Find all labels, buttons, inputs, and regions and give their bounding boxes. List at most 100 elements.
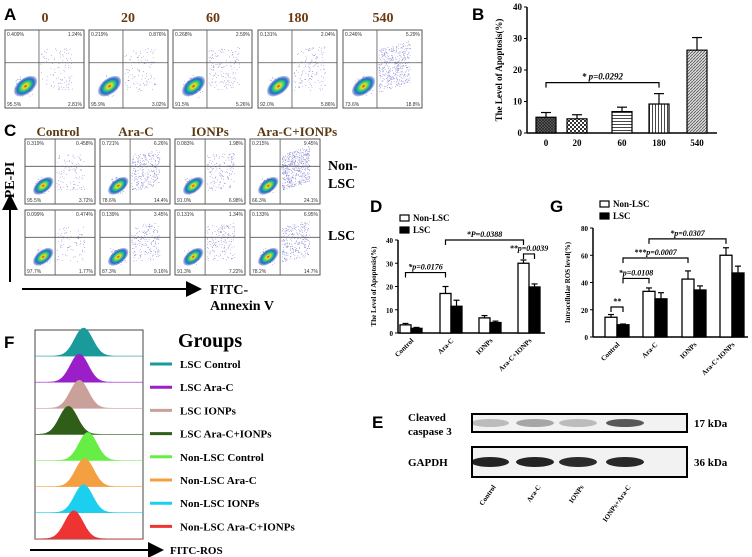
- y-tick-label: 40: [386, 237, 394, 245]
- row-label-non-lsc: Non-: [328, 159, 358, 174]
- significance-label: * p=0.0292: [582, 72, 624, 82]
- bar-lsc: [410, 327, 423, 334]
- x-tick-label: 20: [573, 138, 583, 148]
- legend-swatch: [599, 200, 610, 208]
- quadrant-lr-value: 3.02%: [152, 102, 167, 108]
- bar-lsc: [654, 298, 668, 338]
- significance-bracket: [522, 253, 536, 259]
- bar-non-lsc: [439, 292, 452, 334]
- y-tick-label: 10: [513, 97, 523, 107]
- y-tick-label: 20: [581, 307, 589, 315]
- flow-plot: 0.268% 2.59% 91.5% 5.26%: [172, 29, 253, 109]
- quadrant-lr-value: 6.98%: [229, 198, 244, 204]
- molecular-weight-label: 36 kDa: [694, 457, 728, 469]
- quadrant-lr-value: 18.8%: [406, 102, 421, 108]
- timepoint-header: 540: [373, 11, 394, 26]
- significance-bracket: [545, 82, 660, 88]
- protein-band: [471, 457, 509, 467]
- blot-strip: [471, 413, 688, 433]
- legend-label: LSC: [613, 211, 631, 221]
- flow-plot: 0.219% 0.876% 95.9% 3.02%: [88, 29, 169, 109]
- bar-lsc: [731, 272, 745, 338]
- significance-label: ***p=0.0007: [634, 248, 678, 257]
- flow-plot: 0.721% 6.26% 78.6% 14.4%: [99, 138, 171, 205]
- panel-a-flow-plots: 0.409% 1.24% 95.5% 2.81% 0.219% 0.876% 95.9% 3.…: [4, 29, 423, 109]
- panel-label-f: F: [4, 333, 14, 352]
- significance-bracket: [610, 306, 624, 313]
- histogram-non-lsc-ara-c: [35, 458, 143, 487]
- quadrant-ul-value: 0.099%: [27, 212, 45, 218]
- quadrant-ur-value: 1.24%: [68, 32, 83, 38]
- y-tick-label: 0: [390, 330, 394, 338]
- legend-label: Non-LSC Ara-C: [180, 475, 257, 487]
- density-cluster: [258, 247, 279, 266]
- quadrant-lr-value: 5.26%: [236, 102, 251, 108]
- group-header: Ara-C+IONPs: [257, 124, 337, 139]
- x-tick-label: Ara-C: [436, 337, 455, 356]
- x-axis-label-fitc-ros: FITC-ROS: [170, 545, 223, 557]
- x-axis-label-fitc: FITC-: [210, 283, 248, 298]
- group-header: Ara-C: [118, 124, 153, 139]
- significance-label: *p=0.0307: [670, 229, 706, 238]
- legend-label: Non-LSC: [413, 213, 450, 223]
- quadrant-ll-value: 95.9%: [91, 102, 106, 108]
- quadrant-ll-value: 92.0%: [260, 102, 275, 108]
- bar: [648, 103, 670, 134]
- x-tick-label: Control: [599, 341, 621, 363]
- quadrant-ll-value: 87.3%: [102, 269, 117, 275]
- bar: [535, 116, 557, 134]
- density-cluster: [33, 176, 54, 195]
- density-cluster: [183, 247, 204, 266]
- density-cluster: [258, 176, 279, 195]
- quadrant-lr-value: 14.7%: [304, 269, 319, 275]
- quadrant-ll-value: 91.0%: [177, 198, 192, 204]
- y-tick-label: 40: [581, 280, 589, 288]
- lane-label: IONPs: [567, 483, 585, 504]
- quadrant-ul-value: 0.409%: [7, 32, 25, 38]
- quadrant-ll-value: 91.5%: [175, 102, 190, 108]
- x-tick-label: 180: [652, 138, 666, 148]
- significance-bracket: [404, 271, 447, 278]
- quadrant-lr-value: 3.72%: [79, 198, 94, 204]
- quadrant-lr-value: 24.1%: [304, 198, 319, 204]
- quadrant-ul-value: 0.131%: [177, 212, 195, 218]
- panel-label-a: A: [4, 5, 16, 24]
- blot-row-label: Cleaved: [408, 412, 446, 424]
- histogram-non-lsc-ionps: [35, 484, 143, 513]
- bar-non-lsc: [478, 317, 491, 334]
- density-cluster: [97, 75, 122, 97]
- quadrant-ur-value: 6.95%: [304, 212, 319, 218]
- bar: [611, 110, 633, 134]
- legend-swatch: [599, 212, 610, 220]
- quadrant-ll-value: 78.2%: [252, 269, 267, 275]
- density-cluster: [183, 176, 204, 195]
- timepoint-header: 180: [288, 11, 309, 26]
- density-cluster: [266, 75, 291, 97]
- x-tick-label: IONPs: [678, 341, 698, 361]
- plot-frame: [24, 209, 96, 276]
- timepoint-header: 60: [206, 11, 220, 26]
- x-axis-label-annexin: Annexin V: [210, 299, 274, 314]
- bar-lsc: [450, 305, 463, 334]
- y-tick-label: 0: [518, 128, 523, 138]
- density-cluster: [108, 247, 129, 266]
- quadrant-ul-value: 0.721%: [102, 141, 120, 147]
- legend-title: Groups: [178, 330, 242, 352]
- density-cluster: [108, 176, 129, 195]
- y-axis-label: The Level of Apoptosis(%): [370, 246, 378, 327]
- y-tick-label: 0: [585, 334, 589, 342]
- significance-label: *p=0.0108: [619, 268, 654, 277]
- x-tick-label: 0: [544, 138, 549, 148]
- blot-row-label: GAPDH: [408, 457, 448, 469]
- bar-lsc: [528, 286, 541, 334]
- flow-plot: 0.246% 5.29% 73.6% 18.8%: [342, 29, 423, 109]
- quadrant-ur-value: 2.59%: [236, 32, 251, 38]
- flow-plot: 0.409% 1.24% 95.5% 2.81%: [4, 29, 85, 109]
- quadrant-ur-value: 6.26%: [154, 141, 169, 147]
- panel-d-bar-chart: 0 10 20 30 40 The Level of Apoptosis(%) Contro…: [370, 213, 548, 373]
- flow-plot: 0.319% 0.458% 95.5% 3.72%: [24, 138, 96, 205]
- quadrant-ul-value: 0.139%: [102, 212, 120, 218]
- y-axis-label: Intracellular ROS level(%): [564, 241, 572, 323]
- significance-bracket: [622, 277, 650, 284]
- legend-label: LSC Control: [180, 359, 241, 371]
